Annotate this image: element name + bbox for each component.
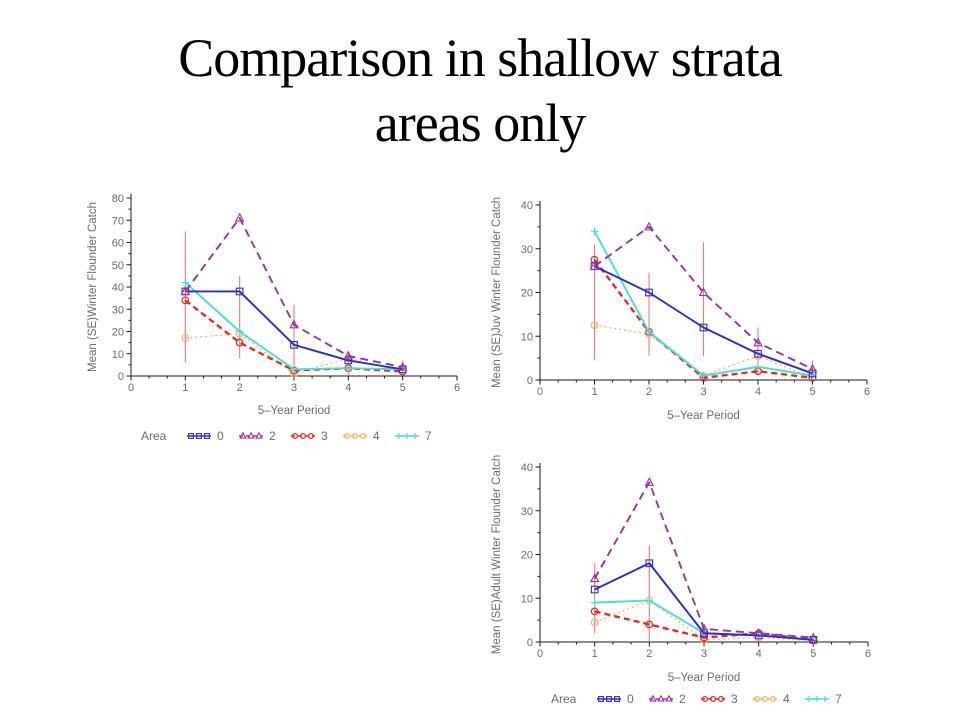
y-tick-label: 0	[118, 371, 124, 383]
y-tick-label: 20	[112, 327, 124, 339]
x-tick-label: 3	[291, 382, 297, 394]
x-axis-title: 5–Year Period	[667, 410, 739, 422]
series-area-7	[590, 227, 817, 380]
x-tick-label: 6	[454, 382, 460, 394]
x-tick-label: 2	[237, 382, 243, 394]
legend-entry-label: 7	[835, 692, 842, 706]
x-axis-title: 5–Year Period	[258, 405, 330, 417]
y-tick-label: 40	[521, 200, 533, 212]
y-tick-label: 30	[521, 244, 533, 256]
y-tick-label: 10	[521, 593, 533, 605]
x-tick-label: 0	[537, 648, 543, 660]
legend: Area 0 2 3 4 7	[551, 692, 842, 706]
axes: 0 1 2 3 4 5 6 0 10 20 30 40	[521, 462, 871, 660]
x-tick-label: 1	[592, 648, 598, 660]
title-line-1: Comparison in shallow strata	[178, 28, 782, 88]
x-tick-label: 5	[400, 382, 406, 394]
y-tick-label: 0	[527, 637, 533, 649]
y-tick-label: 10	[521, 331, 533, 343]
x-axis-title: 5–Year Period	[668, 672, 740, 684]
series-area-2	[589, 477, 819, 642]
chart-juv-winter-flounder-catch: 0 1 2 3 4 5 6 0 10 20 30 40 5–Year Period Mean (SE)Ju…	[488, 188, 882, 438]
x-tick-label: 1	[591, 386, 597, 398]
y-tick-label: 30	[521, 506, 533, 518]
chart-juv-winter-flounder-catch-plot: 0 1 2 3 4 5 6 0 10 20 30 40 5–Year Period Mean (SE)Ju…	[491, 197, 870, 422]
x-tick-label: 1	[182, 382, 188, 394]
y-tick-label: 40	[521, 462, 533, 474]
x-tick-label: 6	[865, 648, 871, 660]
title-line-2: areas only	[374, 92, 586, 153]
x-tick-label: 5	[809, 386, 815, 398]
y-tick-label: 50	[112, 260, 124, 272]
error-bars	[184, 231, 404, 376]
x-tick-label: 6	[864, 386, 870, 398]
x-tick-label: 2	[646, 648, 652, 660]
y-axis-title: Mean (SE)Adult Winter Flounder Catch	[491, 455, 503, 654]
error-bars	[593, 242, 814, 380]
legend-entry-label: 2	[269, 429, 276, 443]
legend-entry-label: 0	[217, 429, 224, 443]
y-tick-label: 40	[112, 282, 124, 294]
y-tick-label: 20	[521, 288, 533, 300]
y-axis-title: Mean (SE)Winter Flounder Catch	[87, 202, 99, 372]
chart-adult-winter-flounder-catch: 0 1 2 3 4 5 6 0 10 20 30 40 5–Year Period Mean (SE)Ad…	[488, 452, 890, 720]
legend-entry-label: 4	[783, 692, 790, 706]
legend-entry-label: 0	[627, 692, 634, 706]
legend-entry-label: 3	[321, 429, 328, 443]
y-tick-label: 70	[112, 215, 124, 227]
y-tick-label: 60	[112, 238, 124, 250]
legend-entry-label: 4	[373, 429, 380, 443]
series-area-0	[181, 287, 407, 374]
y-tick-label: 10	[112, 349, 124, 361]
x-tick-label: 0	[537, 386, 543, 398]
legend-entry-label: 3	[731, 692, 738, 706]
legend-title: Area	[551, 692, 577, 706]
chart-winter-flounder-catch: 0 1 2 3 4 5 6 0 10 20 30 40 50 60 70 80 5–Year Period Mea…	[84, 188, 476, 462]
y-tick-label: 0	[527, 375, 533, 387]
y-tick-label: 20	[521, 550, 533, 562]
x-tick-label: 0	[128, 382, 134, 394]
y-tick-label: 30	[112, 304, 124, 316]
x-tick-label: 4	[756, 648, 762, 660]
legend-entry-label: 7	[425, 429, 432, 443]
slide-title: Comparison in shallow strata areas only	[0, 26, 960, 156]
x-tick-label: 3	[701, 648, 707, 660]
legend: Area 0 2 3 4 7	[141, 429, 432, 443]
series-area-2	[589, 221, 818, 373]
x-tick-label: 5	[810, 648, 816, 660]
x-tick-label: 4	[755, 386, 761, 398]
series-area-2	[180, 212, 408, 371]
legend-entry-label: 2	[679, 692, 686, 706]
x-tick-label: 2	[646, 386, 652, 398]
y-tick-label: 80	[112, 193, 124, 205]
x-tick-label: 4	[345, 382, 351, 394]
legend-title: Area	[141, 429, 167, 443]
y-axis-title: Mean (SE)Juv Winter Flounder Catch	[491, 197, 503, 388]
x-tick-label: 3	[700, 386, 706, 398]
